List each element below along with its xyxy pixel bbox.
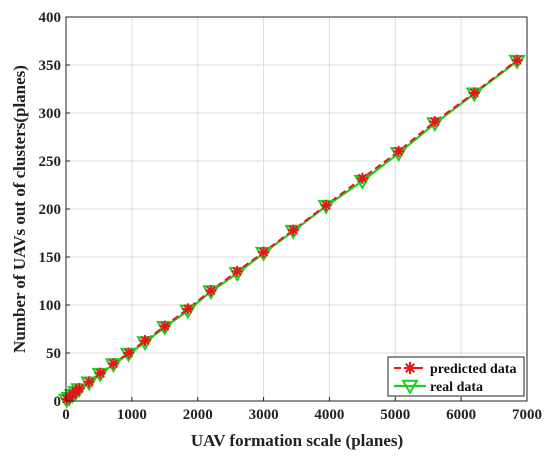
y-tick-label: 0 xyxy=(54,394,62,410)
x-tick-label: 7000 xyxy=(512,407,542,423)
y-tick-label: 200 xyxy=(39,202,62,218)
x-tick-label: 0 xyxy=(62,407,70,423)
predicted-data-point xyxy=(287,224,299,236)
predicted-data-point xyxy=(231,265,243,277)
predicted-data-point xyxy=(393,145,405,157)
predicted-data-point xyxy=(205,285,217,297)
predicted-data-point xyxy=(511,54,523,66)
predicted-data-point xyxy=(123,347,135,359)
y-axis-label: Number of UAVs out of clusters(planes) xyxy=(10,65,29,353)
y-tick-label: 250 xyxy=(39,154,62,170)
x-axis-label: UAV formation scale (planes) xyxy=(191,431,403,450)
predicted-data-point xyxy=(320,199,332,211)
legend-marker-real xyxy=(401,379,419,395)
legend-entries: predicted data real data xyxy=(394,362,516,395)
tick-labels: 0 1000 2000 3000 4000 5000 6000 7000 0 50 100 150 20… xyxy=(39,10,543,423)
predicted-data-point xyxy=(73,383,85,395)
y-tick-label: 300 xyxy=(39,106,62,122)
legend: predicted data real data xyxy=(387,356,525,397)
legend-label-predicted: predicted data xyxy=(430,362,516,377)
x-tick-label: 4000 xyxy=(314,407,344,423)
predicted-data-point xyxy=(258,246,270,258)
x-tick-label: 6000 xyxy=(446,407,476,423)
predicted-data-point xyxy=(182,303,194,315)
predicted-data-point xyxy=(159,320,171,332)
predicted-data-point xyxy=(139,335,151,347)
y-tick-label: 150 xyxy=(39,250,62,266)
predicted-data-point xyxy=(429,116,441,128)
y-tick-label: 50 xyxy=(46,346,61,362)
predicted-data-point xyxy=(468,87,480,99)
y-tick-label: 400 xyxy=(39,10,62,26)
y-tick-label: 100 xyxy=(39,298,62,314)
x-tick-label: 3000 xyxy=(249,407,279,423)
x-tick-label: 1000 xyxy=(117,407,147,423)
predicted-data-point xyxy=(107,358,119,370)
predicted-data-point xyxy=(83,376,95,388)
grid xyxy=(66,17,527,401)
predicted-data-point xyxy=(356,172,368,184)
series-layer xyxy=(57,54,526,409)
legend-label-real: real data xyxy=(430,380,483,395)
predicted-data-point xyxy=(94,367,106,379)
y-tick-label: 350 xyxy=(39,58,62,74)
x-tick-label: 5000 xyxy=(380,407,410,423)
x-tick-label: 2000 xyxy=(183,407,213,423)
legend-marker-predicted xyxy=(404,362,416,374)
